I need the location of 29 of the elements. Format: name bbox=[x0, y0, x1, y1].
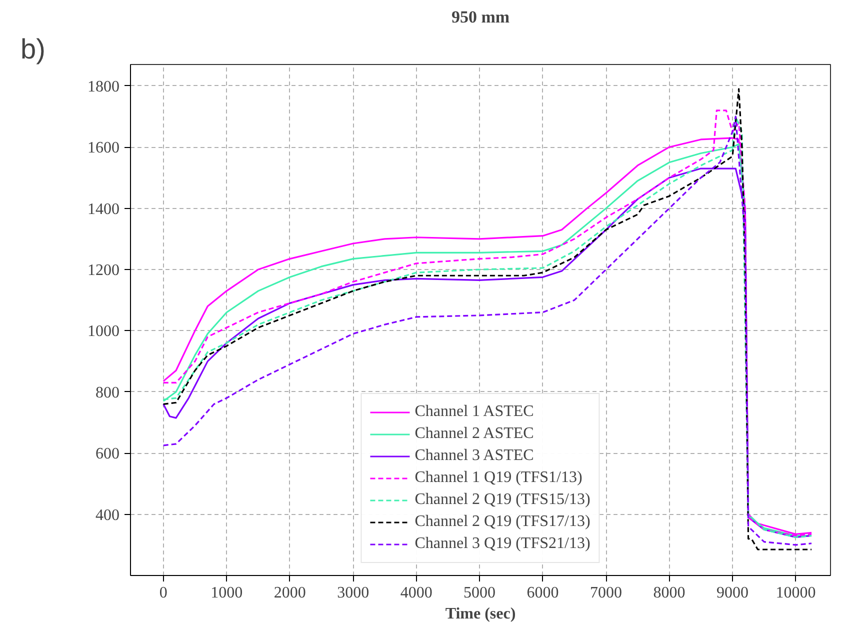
legend-label: Channel 2 ASTEC bbox=[414, 425, 534, 443]
x-tick-label: 2000 bbox=[274, 584, 306, 602]
y-tick-label: 1400 bbox=[88, 200, 120, 218]
x-tick-label: 1000 bbox=[210, 584, 243, 602]
legend-label: Channel 2 Q19 (TFS15/13) bbox=[414, 491, 590, 509]
x-tick-label: 7000 bbox=[590, 584, 622, 602]
x-tick-label: 8000 bbox=[653, 584, 686, 602]
chart-title: 950 mm bbox=[451, 8, 510, 26]
x-tick-label: 5000 bbox=[464, 584, 496, 602]
y-tick-label: 1200 bbox=[88, 262, 120, 280]
y-tick-label: 1600 bbox=[88, 140, 120, 157]
legend-label: Channel 2 Q19 (TFS17/13) bbox=[414, 513, 590, 531]
y-tick-label: 600 bbox=[96, 446, 120, 463]
legend-label: Channel 3 Q19 (TFS21/13) bbox=[414, 535, 590, 553]
x-tick-label: 9000 bbox=[716, 584, 748, 602]
x-tick-label: 0 bbox=[159, 584, 168, 602]
text: b) bbox=[20, 34, 46, 64]
x-tick-label: 6000 bbox=[526, 584, 559, 602]
y-tick-label: 1800 bbox=[88, 78, 120, 96]
legend-label: Channel 3 ASTEC bbox=[414, 447, 534, 465]
y-tick-label: 800 bbox=[96, 384, 120, 402]
x-tick-label: 10000 bbox=[776, 584, 816, 602]
y-tick-label: 400 bbox=[96, 506, 120, 524]
x-axis-title: Time (sec) bbox=[445, 606, 516, 622]
legend-label: Channel 1 Q19 (TFS1/13) bbox=[414, 469, 582, 487]
x-tick-label: 3000 bbox=[337, 584, 370, 602]
x-tick-label: 4000 bbox=[400, 584, 432, 602]
legend-label: Channel 1 ASTEC bbox=[414, 403, 534, 421]
y-tick-label: 1000 bbox=[88, 323, 120, 340]
